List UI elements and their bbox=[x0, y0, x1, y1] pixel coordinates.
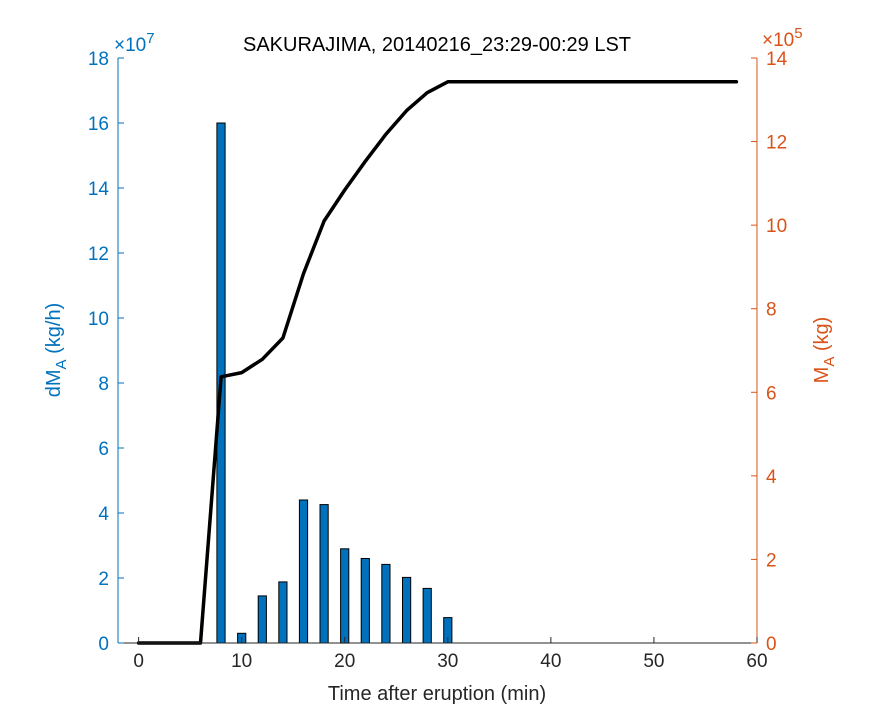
right-y-tick-label: 0 bbox=[766, 634, 777, 655]
x-tick-label: 20 bbox=[334, 651, 355, 672]
cumulative-mass-line bbox=[136, 80, 739, 645]
right-y-tick-label: 4 bbox=[766, 467, 777, 488]
right-y-tick-label: 2 bbox=[766, 550, 777, 571]
left-axis-exponent: ×107 bbox=[114, 30, 155, 56]
x-tick-label: 0 bbox=[133, 651, 144, 672]
x-tick-label: 40 bbox=[540, 651, 561, 672]
x-tick-label: 50 bbox=[643, 651, 664, 672]
bar bbox=[319, 504, 329, 644]
right-axis-exponent: ×105 bbox=[762, 25, 803, 51]
bar bbox=[278, 581, 288, 644]
bar bbox=[298, 499, 309, 644]
chart-title: SAKURAJIMA, 20140216_23:29-00:29 LST bbox=[243, 34, 631, 56]
right-y-tick-label: 6 bbox=[766, 383, 777, 404]
x-tick-label: 30 bbox=[437, 651, 458, 672]
left-y-tick-label: 10 bbox=[88, 309, 109, 330]
left-y-tick-label: 18 bbox=[88, 49, 109, 70]
right-y-axis-label: MA (kg) bbox=[811, 317, 838, 384]
left-y-tick-label: 14 bbox=[88, 179, 110, 200]
left-y-tick-label: 2 bbox=[98, 569, 109, 590]
left-y-tick-label: 6 bbox=[98, 439, 109, 460]
x-tick-label: 60 bbox=[746, 651, 767, 672]
plot-area bbox=[136, 80, 739, 645]
right-y-tick-label: 12 bbox=[766, 133, 787, 154]
axes bbox=[117, 57, 758, 644]
x-axis-label: Time after eruption (min) bbox=[328, 683, 546, 705]
left-y-tick-label: 8 bbox=[98, 374, 109, 395]
bar bbox=[422, 587, 432, 644]
bar bbox=[257, 595, 267, 644]
bar bbox=[360, 558, 370, 644]
x-tick-label: 10 bbox=[231, 651, 252, 672]
left-y-tick-label: 0 bbox=[98, 634, 109, 655]
chart-labels: 0 10 20 30 40 50 6002468101214161802468101214×… bbox=[43, 25, 838, 705]
left-y-tick-label: 4 bbox=[98, 504, 109, 525]
right-y-tick-label: 10 bbox=[766, 216, 787, 237]
bar bbox=[340, 548, 350, 644]
left-y-tick-label: 16 bbox=[88, 114, 109, 135]
left-y-tick-label: 12 bbox=[88, 244, 109, 265]
bar bbox=[381, 563, 391, 644]
right-y-tick-label: 8 bbox=[766, 300, 777, 321]
left-y-axis-label: dMA (kg/h) bbox=[43, 303, 70, 398]
bar bbox=[402, 576, 412, 644]
right-y-tick-label: 14 bbox=[766, 49, 788, 70]
